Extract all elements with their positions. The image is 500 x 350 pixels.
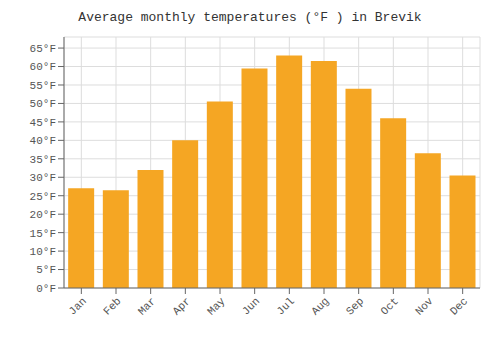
- svg-text:Nov: Nov: [413, 295, 436, 318]
- svg-text:40°F: 40°F: [30, 135, 56, 147]
- svg-text:Sep: Sep: [344, 295, 366, 317]
- svg-text:55°F: 55°F: [30, 80, 56, 92]
- svg-text:Oct: Oct: [378, 295, 400, 317]
- svg-text:60°F: 60°F: [30, 61, 56, 73]
- svg-text:15°F: 15°F: [30, 228, 56, 240]
- svg-text:Mar: Mar: [136, 295, 158, 317]
- svg-text:65°F: 65°F: [30, 43, 56, 55]
- svg-text:Jul: Jul: [274, 295, 296, 317]
- svg-text:35°F: 35°F: [30, 154, 56, 166]
- svg-text:20°F: 20°F: [30, 209, 56, 221]
- svg-text:25°F: 25°F: [30, 191, 56, 203]
- svg-text:5°F: 5°F: [36, 264, 56, 276]
- svg-text:May: May: [205, 295, 228, 318]
- svg-text:10°F: 10°F: [30, 246, 56, 258]
- svg-text:Feb: Feb: [101, 295, 123, 317]
- svg-text:Jan: Jan: [66, 295, 88, 317]
- svg-text:Apr: Apr: [170, 295, 192, 317]
- svg-text:30°F: 30°F: [30, 172, 56, 184]
- svg-text:Jun: Jun: [240, 295, 262, 317]
- svg-text:45°F: 45°F: [30, 117, 56, 129]
- svg-text:50°F: 50°F: [30, 98, 56, 110]
- svg-text:Aug: Aug: [309, 295, 331, 317]
- html-text:Average monthly temperatures (: Average monthly temperatures (°F ) in Br…: [78, 10, 422, 25]
- svg-text:0°F: 0°F: [36, 283, 56, 295]
- svg-text:Dec: Dec: [448, 295, 470, 317]
